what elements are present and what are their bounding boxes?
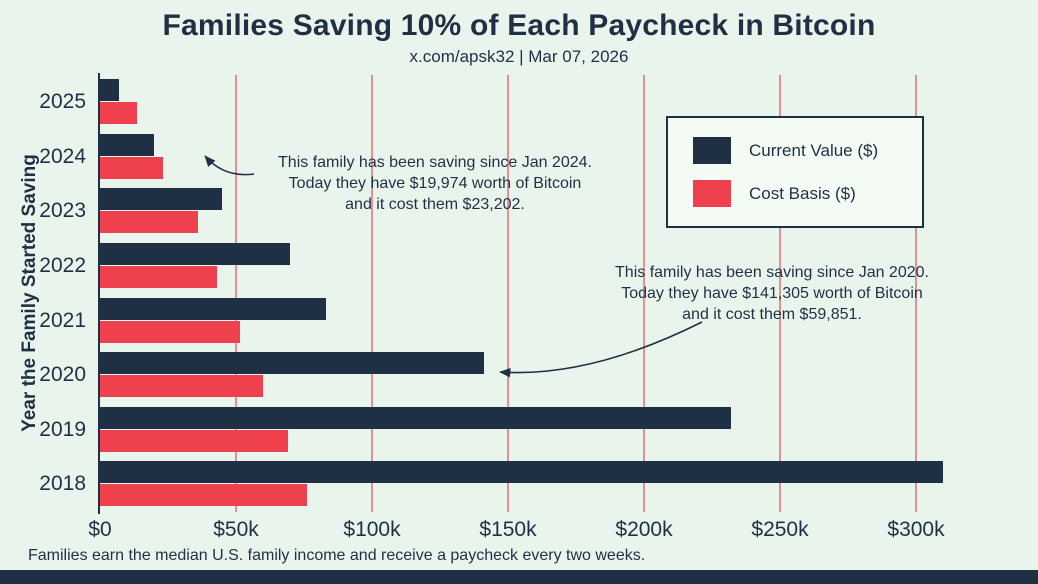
legend-label: Current Value ($) [749, 140, 879, 160]
annotation-line: This family has been saving since Jan 20… [278, 154, 592, 171]
x-tick-label: $250k [751, 518, 809, 541]
chart-title: Families Saving 10% of Each Paycheck in … [162, 9, 876, 42]
bar-cost-basis [100, 211, 198, 234]
legend-item: Current Value ($) [693, 137, 922, 164]
annotation-2020: This family has been saving since Jan 20… [572, 262, 972, 325]
bar-cost-basis [100, 429, 288, 452]
annotation-line: and it cost them $23,202. [345, 196, 525, 213]
gridline [643, 75, 645, 512]
bar-cost-basis [100, 320, 241, 343]
bar-cost-basis [100, 375, 263, 398]
gridline [779, 75, 781, 512]
legend-label: Cost Basis ($) [749, 183, 856, 203]
y-tick-label: 2019 [39, 417, 86, 441]
x-tick-label: $50k [213, 518, 259, 541]
annotation-line: This family has been saving since Jan 20… [615, 264, 929, 281]
y-axis-line [98, 73, 100, 514]
y-tick-label: 2020 [39, 363, 86, 387]
bottom-strip [0, 570, 1038, 584]
x-tick-label: $0 [88, 518, 112, 541]
gridline [507, 75, 509, 512]
legend-item: Cost Basis ($) [693, 180, 922, 207]
x-tick-label: $150k [479, 518, 537, 541]
annotation-line: and it cost them $59,851. [682, 306, 862, 323]
legend-swatch [693, 180, 731, 207]
bar-cost-basis [100, 156, 164, 179]
bar-cost-basis [100, 265, 217, 288]
bar-cost-basis [100, 102, 137, 124]
bar-cost-basis [100, 484, 307, 507]
x-axis-tick-labels: $0 $50k $100k $150k $200k $250k $300k [88, 518, 1030, 546]
gridline [235, 75, 237, 512]
legend-swatch [693, 137, 731, 164]
bar-current-value [100, 242, 291, 265]
bar-current-value [100, 352, 485, 375]
gridline [915, 75, 917, 512]
legend: Current Value ($) Cost Basis ($) [666, 116, 924, 228]
annotation-2024: This family has been saving since Jan 20… [230, 152, 640, 215]
y-tick-label: 2024 [39, 144, 86, 168]
bar-current-value [100, 461, 944, 484]
x-tick-label: $200k [615, 518, 673, 541]
plot-area [100, 75, 1030, 512]
bar-current-value [100, 297, 326, 320]
y-tick-label: 2021 [39, 308, 86, 332]
x-tick-label: $300k [887, 518, 945, 541]
annotation-line: Today they have $141,305 worth of Bitcoi… [621, 285, 923, 302]
chart-subtitle: x.com/apsk32 | Mar 07, 2026 [409, 47, 629, 66]
y-tick-label: 2025 [39, 90, 86, 113]
bar-current-value [100, 79, 120, 101]
y-tick-label: 2023 [39, 199, 86, 223]
y-tick-label: 2022 [39, 253, 86, 277]
bar-current-value [100, 406, 732, 429]
bar-current-value [100, 133, 155, 156]
y-axis-tick-labels: 2025 2024 2023 2022 2021 2020 2019 2018 [0, 75, 92, 512]
annotation-line: Today they have $19,974 worth of Bitcoin [288, 175, 582, 192]
y-tick-label: 2018 [39, 472, 86, 496]
x-tick-label: $100k [343, 518, 401, 541]
footnote: Families earn the median U.S. family inc… [28, 547, 646, 564]
gridline [371, 75, 373, 512]
bar-current-value [100, 188, 223, 211]
